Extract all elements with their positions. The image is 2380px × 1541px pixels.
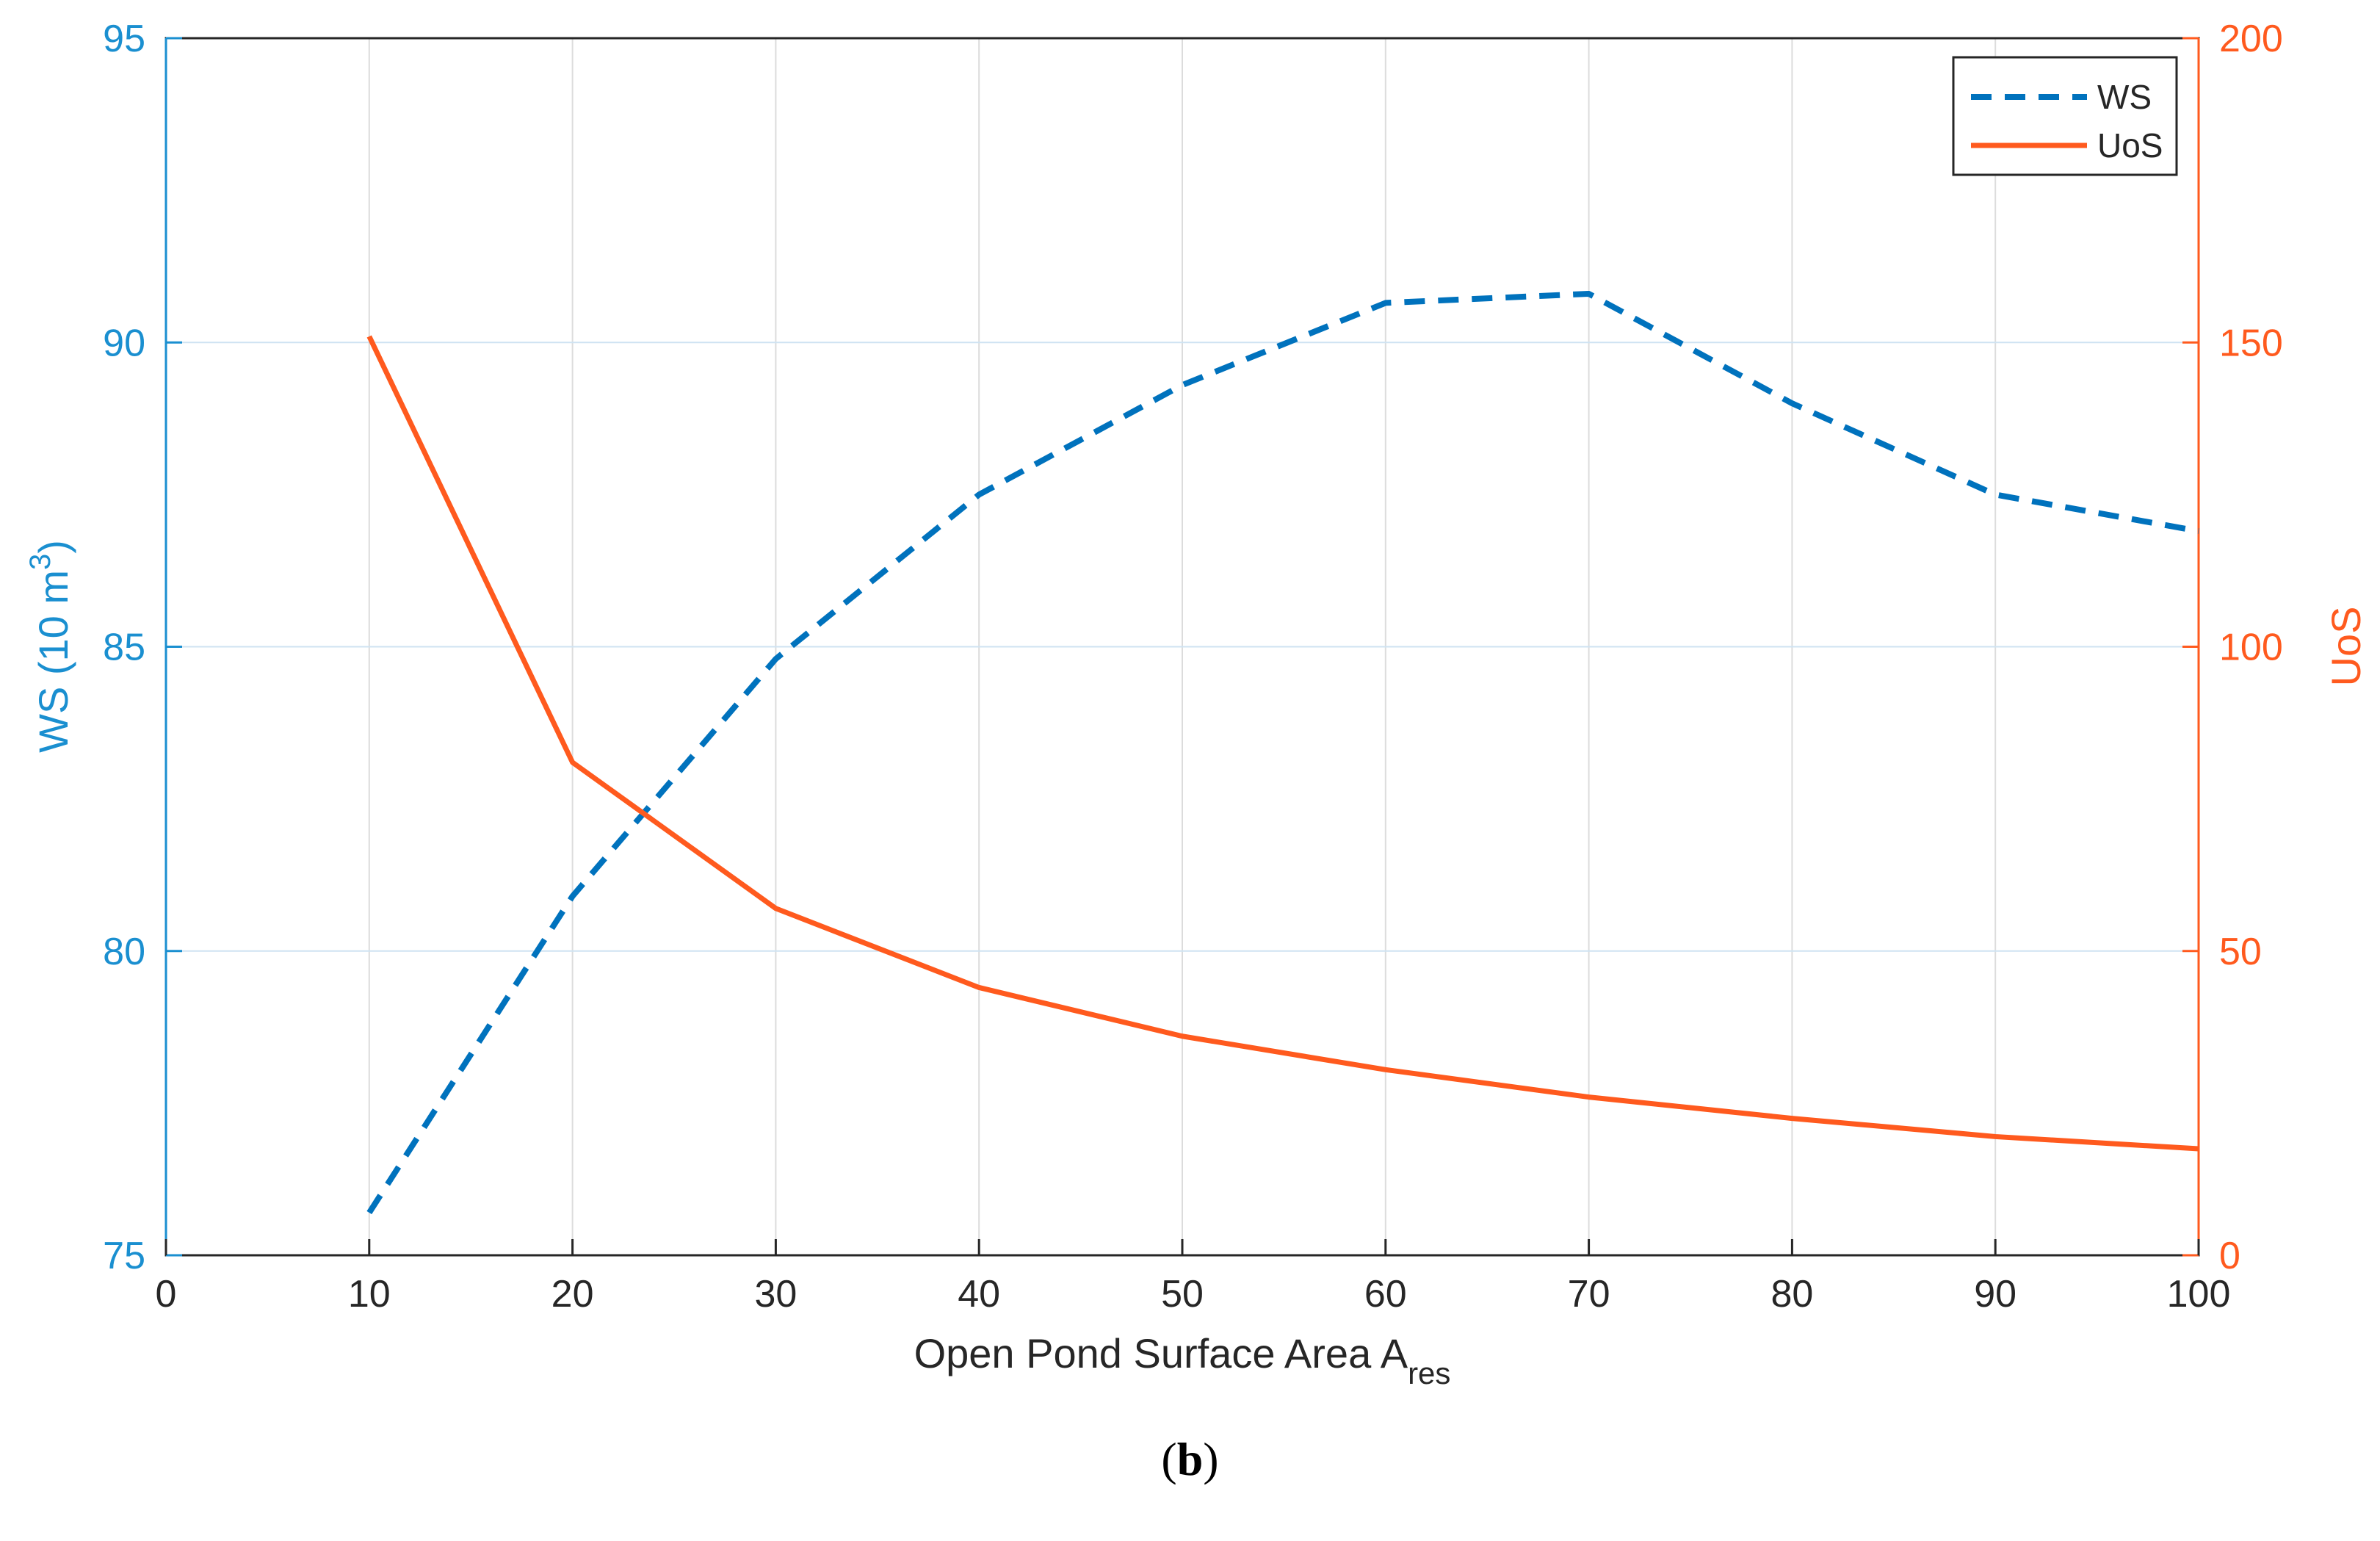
figure-caption: (b) <box>1161 1433 1219 1485</box>
y-left-tick-label: 75 <box>103 1235 145 1277</box>
x-tick-label: 0 <box>156 1273 177 1316</box>
legend-box <box>1952 56 2178 176</box>
x-tick-label: 60 <box>1364 1273 1407 1316</box>
y-left-tick-label: 85 <box>103 627 145 669</box>
y-right-axis-title: UoS <box>2323 607 2369 687</box>
x-axis: 0 10 20 30 40 50 60 70 80 90 100 <box>156 1239 2231 1316</box>
x-tick-label: 20 <box>551 1273 594 1316</box>
series-layer <box>366 290 2199 1215</box>
legend-ws-label: WS <box>2097 78 2152 116</box>
y-left-tick-label: 95 <box>103 18 145 60</box>
x-axis-title: Open Pond Surface Area Ares <box>914 1330 1451 1390</box>
x-tick-label: 10 <box>348 1273 391 1316</box>
x-tick-label: 70 <box>1568 1273 1610 1316</box>
y-left-axis-title: WS (10 m3) <box>24 540 76 753</box>
grid <box>166 38 2199 1255</box>
x-tick-label: 30 <box>754 1273 797 1316</box>
y-right-tick-label: 200 <box>2219 18 2283 60</box>
y-right-tick-label: 50 <box>2219 931 2262 973</box>
y-right-tick-label: 150 <box>2219 322 2283 364</box>
x-tick-label: 50 <box>1161 1273 1204 1316</box>
series-line-uos <box>366 335 2199 1152</box>
right-axis: 0 50 100 150 200 <box>2182 18 2283 1277</box>
y-left-tick-label: 90 <box>103 322 145 364</box>
legend: WS UoS <box>1952 56 2178 176</box>
left-axis: 75 80 85 90 95 <box>103 18 182 1277</box>
series-line-ws <box>366 290 2199 1215</box>
x-tick-label: 40 <box>958 1273 1000 1316</box>
x-tick-label: 100 <box>2167 1273 2231 1316</box>
legend-uos-label: UoS <box>2097 126 2163 165</box>
x-tick-label: 80 <box>1770 1273 1813 1316</box>
y-right-tick-label: 0 <box>2219 1235 2240 1277</box>
y-right-tick-label: 100 <box>2219 627 2283 669</box>
y-left-tick-label: 80 <box>103 931 145 973</box>
x-tick-label: 90 <box>1974 1273 2017 1316</box>
